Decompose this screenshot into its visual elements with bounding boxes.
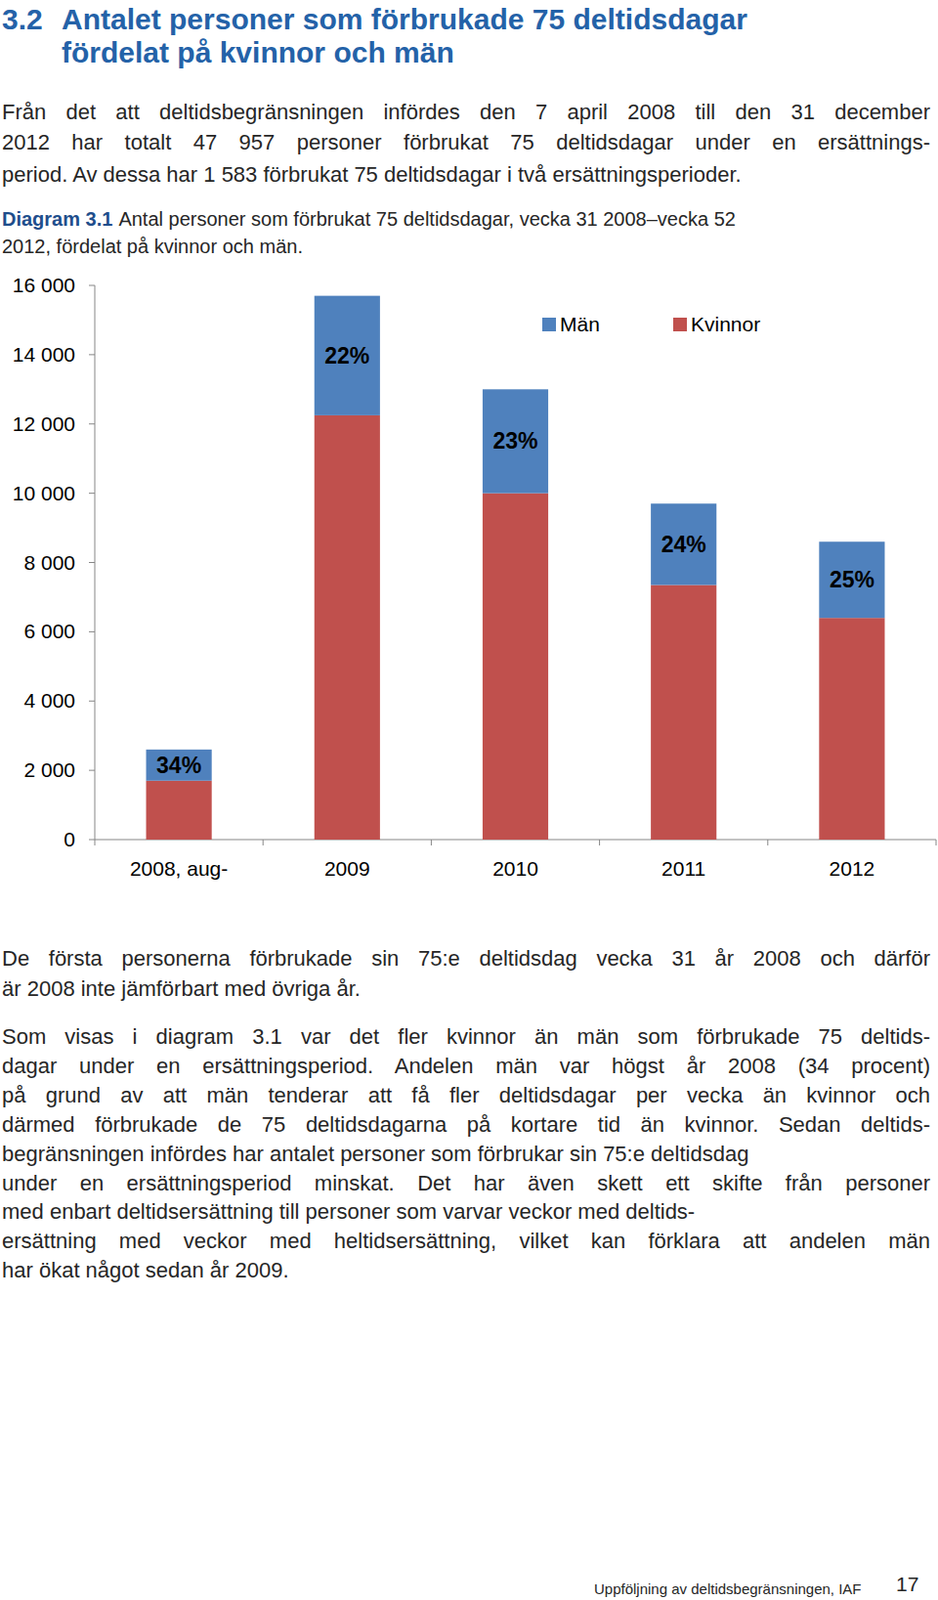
body-line: ersättning med veckor med heltidsersättn… <box>1 1228 931 1254</box>
x-axis-tick <box>430 839 432 846</box>
y-tick-label: 14 000 <box>12 342 76 366</box>
note-line: De första personerna förbrukade sin 75:e… <box>1 945 931 972</box>
bar <box>314 296 381 416</box>
legend-swatch <box>673 317 687 332</box>
y-tick-label: 12 000 <box>12 412 76 435</box>
y-tick <box>88 839 95 841</box>
bar <box>818 617 885 840</box>
y-tick <box>88 631 95 633</box>
x-tick-label: 2010 <box>492 856 539 880</box>
body-line: begränsningen infördes har antalet perso… <box>1 1141 749 1167</box>
legend-label: Kvinnor <box>690 312 761 336</box>
body-line: på grund av att män tenderar att få fler… <box>1 1082 931 1109</box>
bar <box>146 780 213 840</box>
y-tick <box>88 353 95 355</box>
bar <box>650 585 717 840</box>
intro-line: 2012 har totalt 47 957 personer förbruka… <box>1 129 931 156</box>
annotation: 24% <box>661 531 707 557</box>
y-tick <box>88 285 95 287</box>
body-line: under en ersättningsperiod minskat. Det … <box>1 1170 931 1196</box>
y-tick <box>88 561 95 563</box>
heading-line: fördelat på kvinnor och män <box>61 35 455 71</box>
body-line: med enbart deltidsersättning till person… <box>1 1198 695 1225</box>
x-tick-label: 2008, aug- <box>129 856 228 880</box>
caption-label: Diagram 3.1 <box>1 207 113 231</box>
body-line: dagar under en ersättningsperiod. Andele… <box>1 1053 931 1079</box>
x-axis-tick <box>598 839 600 846</box>
heading-number: 3.2 <box>1 1 43 38</box>
y-tick-label: 10 000 <box>12 481 76 505</box>
intro-line: period. Av dessa har 1 583 förbrukat 75 … <box>1 162 742 188</box>
bar <box>146 749 213 781</box>
heading-line: Antalet personer som förbrukade 75 delti… <box>61 1 748 38</box>
footer-text: Uppföljning av deltidsbegränsningen, IAF <box>594 1579 862 1598</box>
page-number: 17 <box>895 1572 919 1596</box>
legend-swatch <box>542 317 556 332</box>
annotation: 22% <box>324 342 370 369</box>
y-tick-label: 6 000 <box>23 619 76 642</box>
y-tick-label: 4 000 <box>23 688 76 712</box>
chart: 0 2 000 4 000 6 000 8 000 10 000 12 000 14 000 1… <box>0 263 938 890</box>
y-tick <box>88 492 95 494</box>
bar <box>818 541 885 618</box>
annotation: 23% <box>492 427 538 454</box>
y-tick <box>88 700 95 702</box>
body-line: Som visas i diagram 3.1 var det fler kvi… <box>1 1023 931 1050</box>
caption-line: Antal personer som förbrukat 75 deltidsd… <box>118 207 736 231</box>
x-axis-tick <box>262 839 264 846</box>
bar <box>314 415 381 840</box>
bar <box>482 388 549 493</box>
bar <box>650 503 717 585</box>
x-axis-tick <box>767 839 768 846</box>
bars <box>146 296 886 840</box>
y-tick-label: 0 <box>63 827 76 851</box>
intro-line: Från det att deltidsbegränsningen införd… <box>1 99 931 126</box>
legend-label: Män <box>559 312 600 336</box>
x-tick-label: 2011 <box>661 856 706 880</box>
body-line: därmed förbrukade de 75 deltidsdagarna p… <box>1 1111 931 1138</box>
body-line: har ökat något sedan år 2009. <box>1 1257 290 1283</box>
x-tick-label: 2012 <box>829 856 876 880</box>
bar <box>482 493 549 840</box>
y-tick <box>88 423 95 425</box>
annotation: 25% <box>829 566 875 593</box>
x-tick-label: 2009 <box>324 856 371 880</box>
x-axis-tick <box>936 839 938 846</box>
y-tick-label: 16 000 <box>12 273 76 297</box>
y-tick-label: 8 000 <box>23 551 76 574</box>
y-tick-label: 2 000 <box>23 758 76 781</box>
y-tick <box>88 769 95 771</box>
note-line: är 2008 inte jämförbart med övriga år. <box>1 976 361 1002</box>
annotation: 34% <box>156 752 202 778</box>
x-axis-tick <box>94 839 96 846</box>
caption-line: 2012, fördelat på kvinnor och män. <box>1 234 303 258</box>
